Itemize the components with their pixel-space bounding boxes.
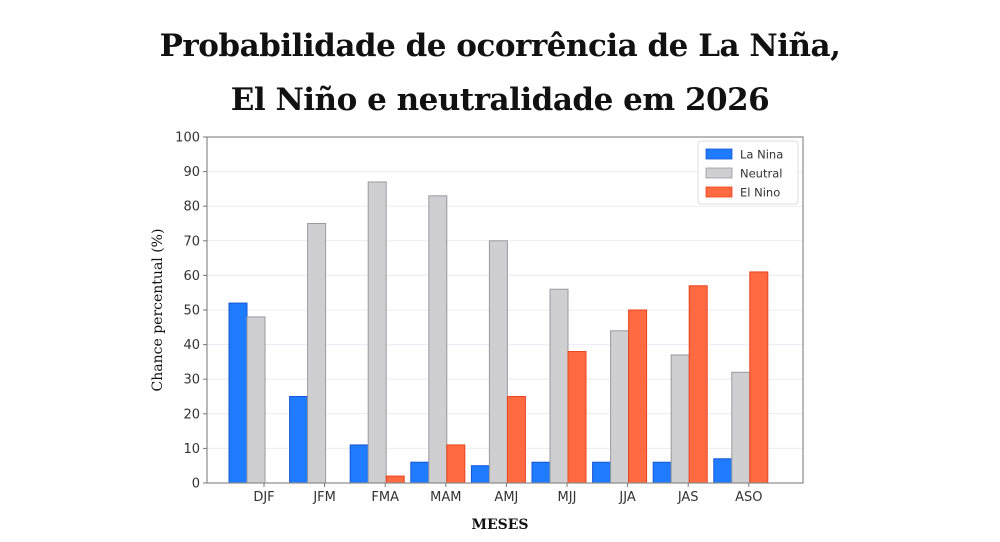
bar-la-nina-djf	[228, 302, 248, 484]
bar-neutral-mam	[428, 195, 448, 484]
bar-neutral-mjj	[549, 288, 569, 484]
y-tick-label: 70	[183, 234, 200, 249]
y-tick-label: 100	[175, 131, 200, 146]
y-axis-ticks: 0 10 20 30 40 50 60 70 80 90 100	[175, 131, 207, 492]
legend-label: La Nina	[740, 148, 783, 162]
x-axis-label: MESES	[471, 517, 528, 533]
x-tick-label: JFM	[312, 490, 336, 505]
y-tick-label: 40	[183, 338, 200, 353]
bar-neutral-djf	[246, 316, 266, 484]
bar-el-nino-fma	[385, 475, 405, 484]
bar-la-nina-aso	[713, 458, 733, 484]
legend-swatch	[705, 186, 733, 198]
x-tick-label: DJF	[253, 490, 274, 505]
bar-el-nino-mjj	[567, 351, 587, 484]
bar-neutral-fma	[367, 181, 387, 484]
bar-el-nino-jja	[628, 309, 648, 484]
bar-neutral-jja	[610, 330, 630, 484]
chart-title-line-2: El Niño e neutralidade em 2026	[230, 82, 770, 118]
x-tick-label: ASO	[735, 490, 762, 505]
bar-neutral-jas	[670, 354, 690, 484]
x-tick-label: AMJ	[494, 490, 518, 505]
y-tick-label: 20	[183, 407, 200, 422]
x-axis-ticks: DJF JFM FMA MAM AMJ MJJ JJA JAS ASO	[253, 483, 762, 505]
bar-la-nina-mam	[410, 461, 430, 484]
legend-label: Neutral	[740, 167, 782, 181]
bar-neutral-amj	[488, 240, 508, 484]
legend-label: El Nino	[740, 186, 780, 200]
x-tick-label: JAS	[677, 490, 699, 505]
x-tick-label: JJA	[618, 490, 635, 505]
x-tick-label: MJJ	[558, 490, 577, 505]
bars	[228, 181, 769, 484]
y-tick-label: 80	[183, 200, 200, 215]
bar-el-nino-aso	[749, 271, 769, 484]
bar-el-nino-amj	[506, 396, 526, 484]
bar-el-nino-mam	[446, 444, 466, 484]
y-tick-label: 30	[183, 373, 200, 388]
y-axis-label: Chance percentual (%)	[150, 229, 166, 392]
bar-la-nina-jja	[592, 461, 612, 484]
y-tick-label: 50	[183, 304, 200, 319]
legend-swatch	[705, 167, 733, 179]
bar-la-nina-fma	[349, 444, 369, 484]
chart-title-line-1: Probabilidade de ocorrência de La Niña,	[159, 28, 841, 64]
y-tick-label: 60	[183, 269, 200, 284]
legend: La Nina Neutral El Nino	[697, 140, 799, 205]
bar-la-nina-jfm	[289, 396, 309, 484]
bar-la-nina-amj	[470, 465, 490, 484]
legend-swatch	[705, 148, 733, 160]
y-tick-label: 0	[192, 477, 200, 492]
bar-la-nina-jas	[652, 461, 672, 484]
x-tick-label: MAM	[430, 490, 461, 505]
y-tick-label: 10	[183, 442, 200, 457]
bar-el-nino-jas	[688, 285, 708, 484]
bar-neutral-jfm	[307, 223, 327, 484]
bar-la-nina-mjj	[531, 461, 551, 484]
x-tick-label: FMA	[371, 490, 399, 505]
bar-neutral-aso	[731, 371, 751, 484]
y-tick-label: 90	[183, 165, 200, 180]
